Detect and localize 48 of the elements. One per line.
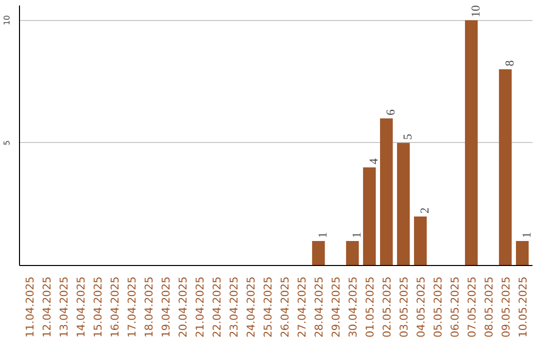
x-tick-label: 03.05.2025 xyxy=(397,276,410,338)
x-tick-label: 29.04.2025 xyxy=(329,276,342,338)
x-tick-label: 17.04.2025 xyxy=(126,276,139,338)
data-label: 6 xyxy=(383,109,398,116)
data-label: 8 xyxy=(502,60,516,66)
x-tick-label: 20.04.2025 xyxy=(176,276,190,338)
data-label: 5 xyxy=(400,134,414,140)
x-tick-label: 22.04.2025 xyxy=(210,276,224,338)
data-label: 1 xyxy=(519,232,534,238)
data-label: 1 xyxy=(349,232,364,238)
bar xyxy=(346,240,359,266)
bar xyxy=(516,240,529,266)
x-tick-label: 11.04.2025 xyxy=(24,276,37,338)
data-label: 2 xyxy=(417,207,432,214)
x-tick-label: 12.04.2025 xyxy=(40,276,54,338)
x-tick-label: 27.04.2025 xyxy=(295,276,308,338)
bar xyxy=(414,216,427,266)
bar xyxy=(498,69,512,266)
x-tick-label: 14.04.2025 xyxy=(74,276,88,338)
x-tick-label: 06.05.2025 xyxy=(448,276,462,338)
x-tick-label: 16.04.2025 xyxy=(108,276,122,338)
x-tick-label: 21.04.2025 xyxy=(194,276,207,338)
bar xyxy=(464,20,478,266)
x-tick-label: 15.04.2025 xyxy=(92,276,105,338)
bar xyxy=(312,240,325,266)
x-tick-label: 02.05.2025 xyxy=(380,276,394,338)
data-label: 4 xyxy=(366,158,380,164)
x-tick-label: 05.05.2025 xyxy=(431,276,444,338)
x-tick-label: 19.04.2025 xyxy=(160,276,173,338)
x-tick-label: 23.04.2025 xyxy=(228,276,241,338)
x-tick-label: 26.04.2025 xyxy=(278,276,292,338)
x-tick-label: 09.05.2025 xyxy=(499,276,512,338)
data-label: 1 xyxy=(315,232,330,238)
bar xyxy=(380,118,393,266)
x-tick-label: 07.05.2025 xyxy=(465,276,478,338)
x-tick-label: 18.04.2025 xyxy=(142,276,156,338)
x-tick-label: 10.05.2025 xyxy=(516,276,530,338)
x-tick-label: 04.05.2025 xyxy=(414,276,428,338)
x-tick-label: 30.04.2025 xyxy=(346,276,360,338)
x-tick-label: 24.04.2025 xyxy=(244,276,258,338)
x-tick-label: 13.04.2025 xyxy=(58,276,71,338)
bar xyxy=(363,167,376,266)
x-tick-label: 01.05.2025 xyxy=(363,276,376,338)
bar xyxy=(397,142,410,266)
x-tick-label: 08.05.2025 xyxy=(482,276,496,338)
x-tick-label: 25.04.2025 xyxy=(262,276,275,338)
data-label: 10 xyxy=(468,5,482,18)
x-tick-label: 28.04.2025 xyxy=(312,276,326,338)
